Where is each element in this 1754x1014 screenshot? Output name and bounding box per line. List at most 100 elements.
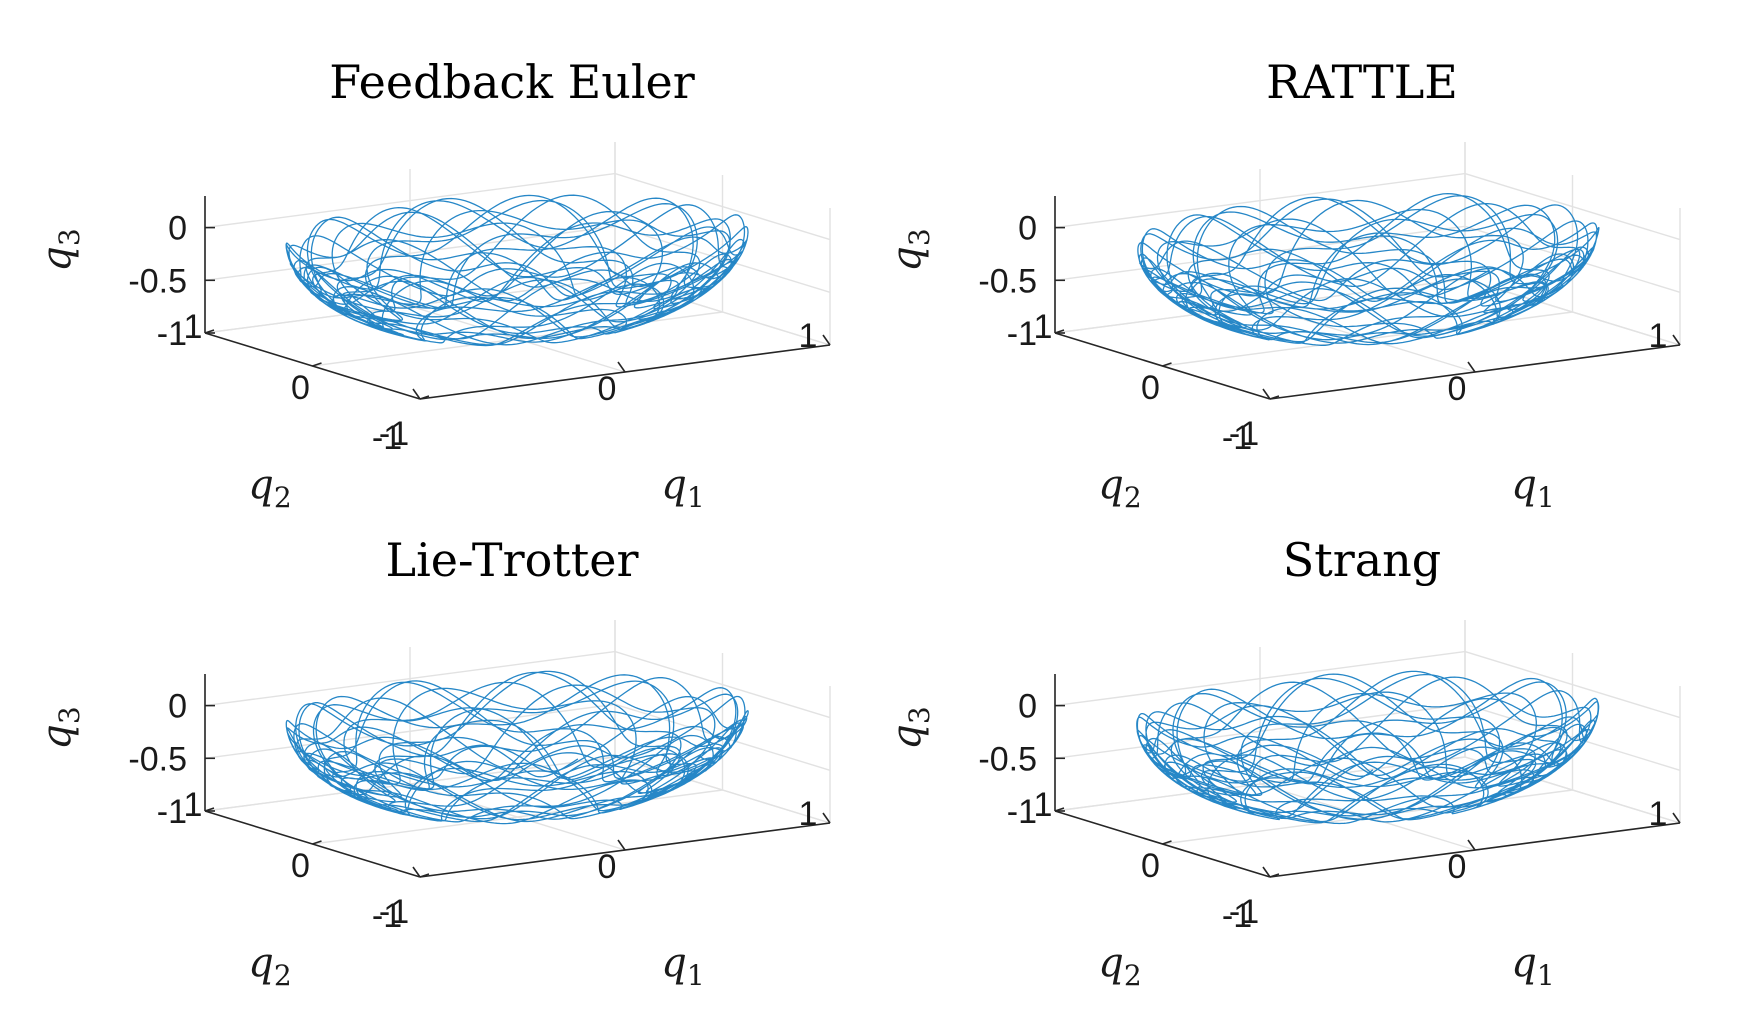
z-tick-label: 0 (1018, 688, 1037, 726)
y-tick-label-mark (1269, 395, 1280, 400)
trajectory-line (1136, 670, 1600, 825)
x-tick-mark (1467, 839, 1476, 851)
x-tick-mark (1262, 388, 1271, 400)
x-axis-label: q1 (1511, 940, 1554, 992)
chart-title: Strang (1283, 533, 1441, 587)
trajectory-line (285, 670, 749, 825)
x-tick-label: 0 (1448, 370, 1467, 408)
x-tick-mark (1672, 334, 1681, 346)
x-tick-mark (822, 334, 831, 346)
chart-title: Lie-Trotter (386, 533, 639, 587)
z-tick-label: -1 (157, 793, 187, 831)
x-tick-label: -1 (372, 419, 402, 457)
x-tick-label: -1 (1222, 897, 1252, 935)
z-tick-label: -0.5 (128, 740, 187, 778)
y-tick-label: 0 (1141, 847, 1160, 885)
z-axis-label: q3 (34, 228, 86, 271)
x-tick-label: 1 (1649, 317, 1668, 355)
y-tick-label-mark (312, 362, 322, 367)
x-tick-mark (617, 361, 626, 373)
y-axis-label: q2 (248, 462, 291, 514)
y-tick-label-mark (1162, 840, 1172, 845)
grid-line (312, 789, 723, 845)
y-tick-label-mark (419, 395, 430, 400)
grid-line (204, 650, 616, 707)
z-axis-label: q3 (884, 706, 936, 749)
axes: -101-101-1-0.50 (128, 674, 831, 935)
x-tick-mark (412, 388, 421, 400)
y-tick-label-mark (1162, 362, 1172, 367)
y-tick-label: -1 (1229, 893, 1259, 931)
z-tick-label: -1 (1007, 793, 1037, 831)
y-tick-label: 1 (1034, 786, 1053, 824)
z-tick-label: 0 (168, 210, 187, 248)
z-tick-label: 0 (168, 688, 187, 726)
z-axis-label: q3 (34, 706, 86, 749)
x-tick-label: 0 (598, 848, 617, 886)
grid (1054, 620, 1681, 878)
x-tick-label: -1 (1222, 419, 1252, 457)
grid-line (1054, 650, 1466, 707)
chart-title: Feedback Euler (329, 55, 695, 109)
grid-line (614, 650, 831, 719)
z-tick-label: -1 (1007, 315, 1037, 353)
trajectory-line (1137, 192, 1600, 346)
axes: -101-101-1-0.50 (128, 196, 831, 457)
grid-line (204, 172, 616, 229)
grid-line (1464, 703, 1681, 771)
x-tick-mark (1467, 361, 1476, 373)
y-tick-label: 0 (291, 847, 310, 885)
y-axis-label: q2 (1098, 940, 1141, 992)
chart-title: RATTLE (1266, 55, 1458, 109)
y-axis-label: q2 (1098, 462, 1141, 514)
z-tick-label: 0 (1018, 210, 1037, 248)
x-tick-mark (412, 866, 421, 878)
y-tick-label-mark (312, 840, 322, 845)
x-tick-mark (1262, 866, 1271, 878)
grid-line (1054, 172, 1466, 229)
x-tick-mark (822, 812, 831, 824)
x-tick-label: 1 (799, 317, 818, 355)
x-tick-label: -1 (372, 897, 402, 935)
grid-line (1464, 172, 1681, 241)
y-axis-label: q2 (248, 940, 291, 992)
trajectory-line (285, 194, 749, 347)
x-tick-mark (617, 839, 626, 851)
x-axis-label: q1 (1511, 462, 1554, 514)
x-axis-label: q1 (661, 462, 704, 514)
x-tick-label: 1 (1649, 795, 1668, 833)
z-tick-label: -0.5 (978, 262, 1037, 300)
grid-line (204, 225, 616, 281)
grid-line (204, 703, 616, 759)
z-tick-label: -1 (157, 315, 187, 353)
grid-line (1162, 311, 1573, 367)
y-tick-label-mark (419, 873, 430, 878)
z-tick-label: -0.5 (978, 740, 1037, 778)
x-tick-label: 1 (799, 795, 818, 833)
grid-line (614, 172, 831, 241)
x-tick-mark (1672, 812, 1681, 824)
y-tick-label-mark (1269, 873, 1280, 878)
x-tick-label: 0 (598, 370, 617, 408)
y-tick-label: -1 (1229, 415, 1259, 453)
axes: -101-101-1-0.50 (978, 196, 1681, 457)
y-tick-label: 0 (291, 369, 310, 407)
z-axis-label: q3 (884, 228, 936, 271)
y-tick-label: -1 (379, 415, 409, 453)
y-tick-label: 1 (1034, 308, 1053, 346)
z-tick-label: -0.5 (128, 262, 187, 300)
grid-line (1464, 650, 1681, 719)
grid-line (1054, 225, 1466, 281)
x-tick-label: 0 (1448, 848, 1467, 886)
y-tick-label: 0 (1141, 369, 1160, 407)
y-tick-label: -1 (379, 893, 409, 931)
y-tick-label: 1 (184, 786, 203, 824)
x-axis-label: q1 (661, 940, 704, 992)
y-tick-label: 1 (184, 308, 203, 346)
grid-line (312, 311, 723, 367)
